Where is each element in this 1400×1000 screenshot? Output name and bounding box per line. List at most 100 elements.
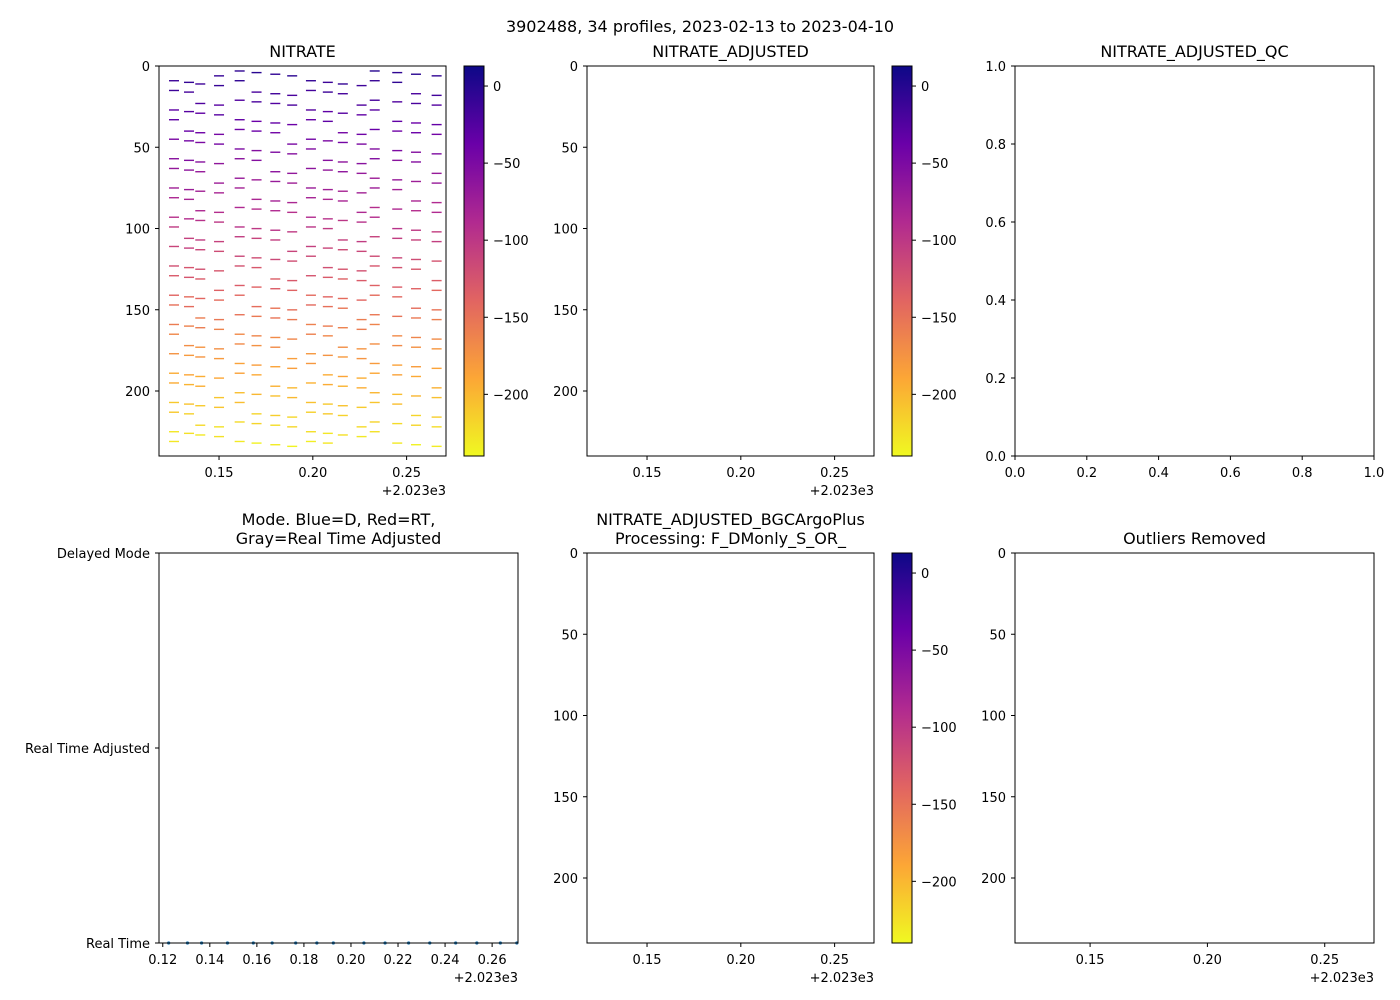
data-segment — [214, 328, 225, 331]
data-segment — [322, 413, 333, 415]
data-segment — [356, 162, 367, 165]
colorbar: 0 −50 −100 −150 −200 — [463, 65, 529, 457]
data-segment — [431, 318, 442, 321]
data-segment — [195, 385, 206, 387]
panel-title: Outliers Removed — [1123, 529, 1266, 548]
axes-frame — [158, 552, 519, 944]
data-segment — [184, 198, 195, 201]
colorbar-tick-label: 0 — [921, 567, 929, 582]
data-segment — [431, 348, 442, 350]
data-segment — [305, 245, 316, 248]
colorbar-tick-label: −200 — [921, 388, 957, 403]
data-segment — [305, 333, 316, 335]
data-segment — [184, 237, 195, 240]
data-segment — [251, 413, 262, 415]
data-segment — [305, 138, 316, 140]
data-segment — [169, 138, 180, 140]
data-segment — [356, 84, 367, 87]
data-segment — [287, 182, 298, 184]
data-segment — [270, 73, 281, 75]
data-segment — [234, 372, 245, 374]
data-segment — [251, 286, 262, 288]
x-tick-label: 0.20 — [726, 466, 755, 481]
panel-title: NITRATE — [269, 42, 336, 61]
data-segment — [431, 387, 442, 389]
data-segment — [270, 229, 281, 231]
data-segment — [410, 366, 421, 368]
data-segment — [195, 356, 206, 358]
data-segment — [322, 266, 333, 269]
data-segment — [184, 81, 195, 84]
data-segment — [431, 289, 442, 292]
data-segment — [322, 432, 333, 435]
data-segment — [410, 73, 421, 75]
data-segment — [184, 296, 195, 298]
data-segment — [195, 424, 206, 426]
data-segment — [305, 255, 316, 257]
data-segment — [270, 151, 281, 153]
data-segment — [410, 444, 421, 446]
data-segment — [234, 99, 245, 101]
y-tick-label: 0 — [570, 547, 578, 562]
data-segment — [369, 294, 380, 296]
data-segment — [431, 172, 442, 175]
data-segment — [234, 294, 245, 296]
data-segment — [184, 383, 195, 386]
data-segment — [322, 247, 333, 249]
x-tick-label: 0.14 — [195, 953, 224, 968]
x-tick-label: 0.20 — [336, 953, 365, 968]
data-segment — [287, 309, 298, 311]
data-segment — [322, 374, 333, 376]
x-tick-label: 1.0 — [1364, 466, 1385, 481]
data-segment — [214, 84, 225, 87]
data-segment — [410, 239, 421, 241]
data-segment — [195, 375, 206, 378]
data-segment — [287, 426, 298, 428]
data-segment — [337, 93, 348, 95]
y-tick-label: 200 — [125, 385, 150, 400]
colorbar-gradient — [891, 552, 913, 944]
data-segment — [392, 335, 403, 337]
data-segment — [270, 288, 281, 290]
data-segment — [431, 75, 442, 77]
data-segment — [184, 305, 195, 308]
data-segment — [195, 317, 206, 319]
data-segment — [270, 307, 281, 309]
data-segment — [431, 367, 442, 370]
panel-title: NITRATE_ADJUSTED_QC — [1100, 42, 1288, 62]
data-segment — [337, 112, 348, 114]
panel-title-line-2: Gray=Real Time Adjusted — [236, 529, 442, 548]
data-segment — [169, 216, 180, 218]
data-segment — [369, 158, 380, 160]
colorbar-gradient — [463, 65, 485, 457]
data-segment — [234, 128, 245, 131]
data-segment — [410, 102, 421, 105]
data-segment — [356, 387, 367, 389]
data-segment — [410, 375, 421, 378]
x-offset-label: +2.023e3 — [1310, 971, 1374, 986]
data-segment — [287, 357, 298, 360]
data-segment — [431, 182, 442, 184]
data-segment — [369, 236, 380, 238]
y-tick-label: 50 — [561, 141, 578, 156]
data-segment — [410, 317, 421, 319]
data-segment — [305, 304, 316, 306]
panel-nitrate: NITRATE 0.15 0.20 0.25 +2.023e3 0 50 100 150 200 0… — [125, 42, 529, 499]
data-segment — [270, 336, 281, 339]
data-segment — [431, 260, 442, 262]
colorbar-tick-label: −50 — [493, 157, 520, 172]
data-segment — [369, 343, 380, 345]
colorbar-tick-label: −50 — [921, 644, 948, 659]
data-segment — [337, 434, 348, 436]
data-segment — [305, 226, 316, 228]
y-tick-label: Real Time Adjusted — [25, 742, 150, 757]
data-marks — [169, 70, 442, 448]
data-segment — [234, 362, 245, 365]
colorbar-tick-label: −50 — [921, 157, 948, 172]
colorbar-tick-label: −100 — [921, 234, 957, 249]
data-segment — [195, 161, 206, 163]
data-segment — [305, 353, 316, 355]
data-segment — [214, 299, 225, 301]
data-segment — [369, 255, 380, 257]
